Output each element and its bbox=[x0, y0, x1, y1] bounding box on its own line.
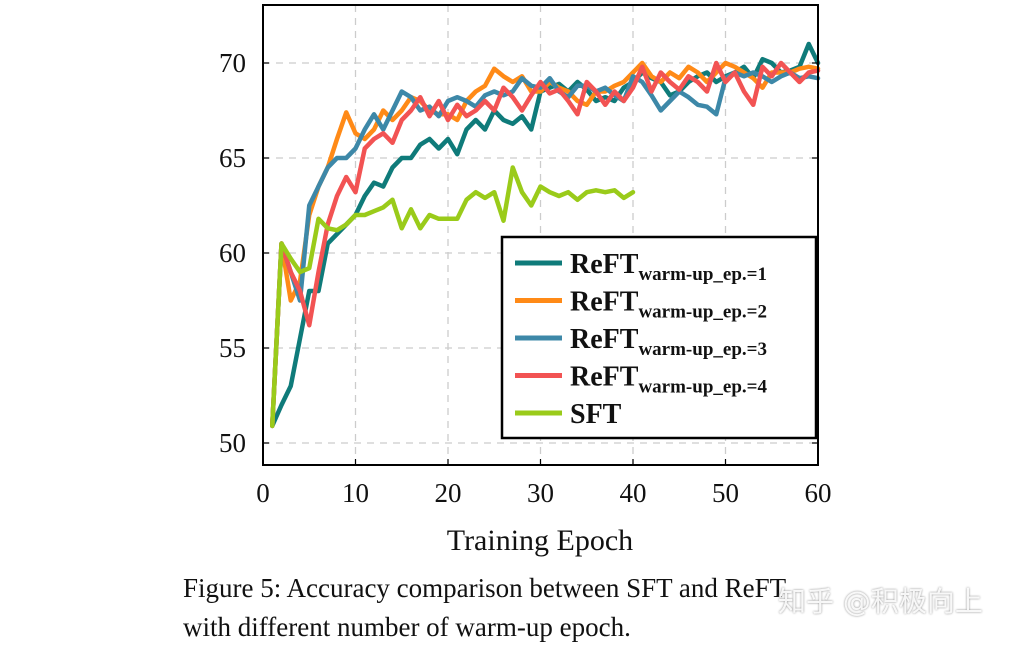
y-tick-label: 70 bbox=[219, 48, 246, 78]
series-line-5 bbox=[270, 165, 636, 429]
y-tick-label: 65 bbox=[219, 143, 246, 173]
legend-label-3: ReFTwarm-up_ep.=3 bbox=[570, 324, 767, 360]
legend-label-1: ReFTwarm-up_ep.=1 bbox=[570, 249, 767, 285]
x-tick-label: 40 bbox=[620, 478, 647, 508]
x-tick-label: 10 bbox=[342, 478, 369, 508]
legend-label-5: SFT bbox=[570, 399, 622, 430]
legend-label-4: ReFTwarm-up_ep.=4 bbox=[570, 362, 767, 398]
x-tick-label: 0 bbox=[256, 478, 270, 508]
y-tick-label: 55 bbox=[219, 333, 246, 363]
x-axis-label: Training Epoch bbox=[447, 524, 633, 557]
legend: ReFTwarm-up_ep.=1ReFTwarm-up_ep.=2ReFTwa… bbox=[500, 235, 818, 440]
x-tick-label: 60 bbox=[805, 478, 832, 508]
axis-ticks: 0 10 20 30 40 50 60 50 55 60 65 70 bbox=[219, 48, 832, 508]
series-line-4 bbox=[270, 60, 821, 429]
watermark: 知乎 @积极向上 bbox=[778, 585, 983, 618]
figure-caption-line-1: Figure 5: Accuracy comparison between SF… bbox=[183, 573, 787, 603]
x-tick-label: 30 bbox=[527, 478, 554, 508]
x-tick-label: 20 bbox=[435, 478, 462, 508]
y-tick-label: 60 bbox=[219, 238, 246, 268]
y-tick-label: 50 bbox=[219, 428, 246, 458]
legend-label-2: ReFTwarm-up_ep.=2 bbox=[570, 287, 767, 323]
series-lines bbox=[270, 41, 821, 429]
x-tick-label: 50 bbox=[712, 478, 739, 508]
figure-caption-line-2: with different number of warm-up epoch. bbox=[183, 612, 631, 642]
